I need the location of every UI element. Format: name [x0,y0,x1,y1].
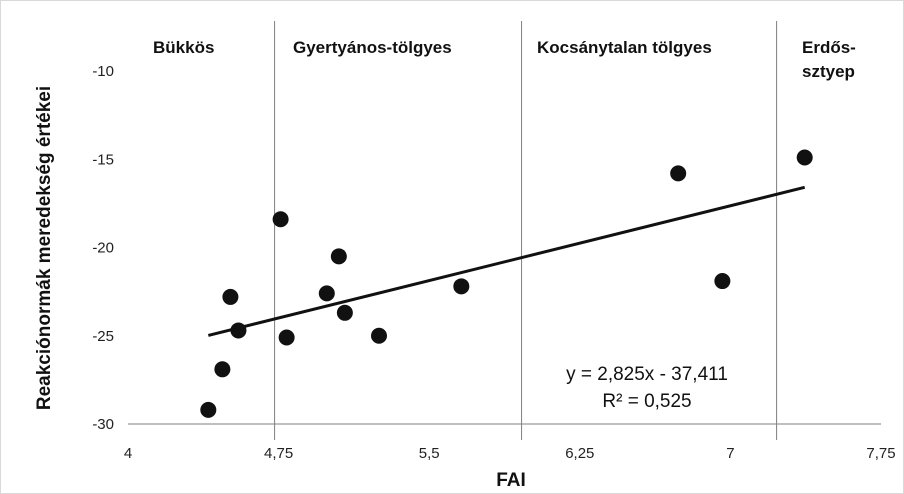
y-tick-label-2: -15 [92,151,114,168]
data-point-12 [670,165,687,182]
data-point-6 [278,329,295,346]
zone-label-erdos-line1: Erdős- [802,38,856,57]
x-tick-label-3: 5,5 [419,445,440,462]
zone-label-bukkos: Bükkös [153,38,214,57]
data-point-2 [214,361,231,378]
data-point-1 [200,401,217,418]
y-axis-title: Reakciónormák meredekség értékei [34,86,55,410]
trend-r-squared: R² = 0,525 [602,391,691,412]
x-tick-label-5: 7 [726,445,734,462]
trendline [207,185,806,337]
y-tick-label-5: -30 [92,416,114,433]
data-point-7 [318,285,335,302]
data-points [200,149,813,418]
chart-labels: Bükkös Gyertyános-tölgyes Kocsánytalan t… [34,38,856,491]
y-tick-label-3: -20 [92,240,114,257]
data-point-3 [222,288,239,305]
y-tick-label-4: -25 [92,328,114,345]
zone-label-gyertyanos: Gyertyános-tölgyes [293,38,452,57]
x-tick-label-6: 7,75 [866,445,895,462]
x-tick-label-2: 4,75 [264,445,293,462]
y-tick-label-1: -10 [92,63,114,80]
data-point-11 [453,278,470,295]
data-point-10 [371,327,387,344]
x-axis-title: FAI [496,470,526,491]
data-point-4 [230,322,247,339]
zone-dividers [274,21,778,440]
zone-label-kocsanytalan: Kocsánytalan tölgyes [537,38,712,57]
trend-equation: y = 2,825x - 37,411 [566,364,728,385]
data-point-8 [330,248,347,265]
x-tick-label-1: 4 [124,445,132,462]
data-point-14 [796,149,813,166]
axes: 4 4,75 5,5 6,25 7 7,75 -10 -15 -20 -25 -30 [92,63,895,462]
data-point-13 [714,273,731,290]
zone-label-erdos-line2: sztyep [802,62,855,81]
x-tick-label-4: 6,25 [565,445,594,462]
data-point-5 [272,211,289,228]
trendline-layer [207,185,806,337]
data-point-9 [336,304,353,321]
